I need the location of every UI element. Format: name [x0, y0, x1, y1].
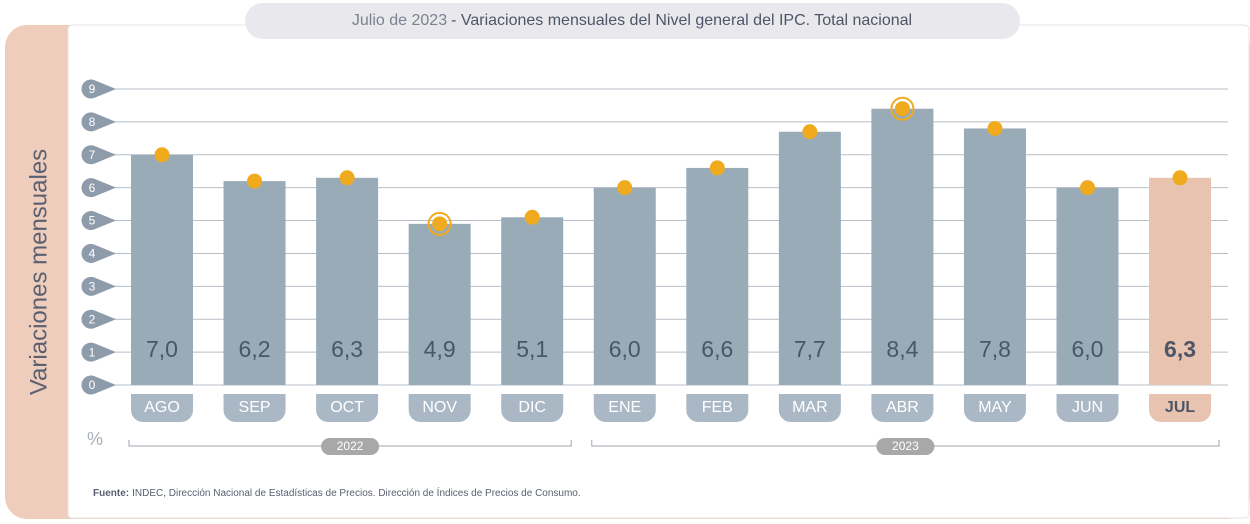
- category-pill: [316, 394, 379, 422]
- dot-ring: [427, 211, 452, 236]
- bar: [316, 177, 379, 385]
- bar: [223, 181, 286, 385]
- group-label: 2023: [892, 439, 919, 453]
- value-label: 6,6: [701, 336, 733, 362]
- y-tick-badge: [81, 211, 116, 231]
- y-tick-badge: [81, 112, 116, 132]
- dot: [154, 147, 170, 163]
- category-pill: [871, 394, 934, 422]
- bar: [778, 131, 841, 385]
- y-tick-badge: [81, 342, 116, 362]
- dot: [1172, 170, 1188, 186]
- dot: [802, 124, 818, 140]
- category-pill: [1056, 394, 1119, 422]
- y-tick-badge: [81, 243, 116, 263]
- dot: [894, 101, 910, 117]
- value-label: 6,3: [331, 336, 363, 362]
- bar: [131, 154, 193, 385]
- x-tick-label: ENE: [608, 399, 641, 416]
- chart-title: Julio de 2023- Variaciones mensuales del…: [352, 12, 912, 29]
- category-pill: [778, 394, 841, 422]
- x-tick-label: DIC: [518, 399, 546, 416]
- dot: [987, 120, 1003, 136]
- x-tick-label: ABR: [886, 399, 919, 416]
- dot: [524, 209, 540, 225]
- x-tick-label: MAR: [792, 399, 828, 416]
- x-tick-label: NOV: [422, 399, 457, 416]
- value-label: 6,3: [1164, 336, 1196, 362]
- dot: [339, 170, 355, 186]
- value-label: 6,2: [239, 336, 271, 362]
- source-label: Fuente:: [93, 488, 129, 499]
- x-tick-label: JUN: [1072, 399, 1103, 416]
- y-tick-badge: [81, 178, 116, 198]
- value-label: 5,1: [516, 336, 548, 362]
- value-label: 6,0: [609, 336, 641, 362]
- value-label: 8,4: [886, 336, 918, 362]
- bar: [686, 167, 749, 385]
- dot-ring: [890, 96, 915, 121]
- y-tick-badge: [81, 375, 116, 395]
- y-tick-label: 7: [89, 148, 96, 162]
- y-tick-label: 0: [89, 378, 96, 392]
- bar: [963, 128, 1026, 385]
- y-tick-badge: [81, 309, 116, 329]
- category-pill: [131, 394, 193, 422]
- y-tick-label: 2: [89, 312, 96, 326]
- y-tick-label: 3: [89, 280, 96, 294]
- bar: [501, 217, 564, 385]
- category-pill: [408, 394, 471, 422]
- x-tick-label: AGO: [144, 399, 180, 416]
- dot: [247, 173, 263, 189]
- y-tick-badge: [81, 145, 116, 165]
- value-label: 7,7: [794, 336, 826, 362]
- source-text: INDEC, Dirección Nacional de Estadística…: [132, 486, 581, 499]
- bar: [871, 108, 934, 385]
- dot: [1080, 180, 1095, 196]
- category-pill: [501, 394, 564, 422]
- y-tick-label: 9: [89, 82, 96, 96]
- title-date: Julio de 2023: [352, 12, 447, 29]
- title-text: - Variaciones mensuales del Nivel genera…: [451, 12, 912, 29]
- y-tick-badge: [81, 276, 116, 296]
- y-tick-label: 1: [89, 345, 96, 359]
- dot: [617, 180, 633, 196]
- unit-label: %: [87, 429, 103, 449]
- bar: [408, 223, 471, 385]
- value-label: 7,8: [979, 336, 1011, 362]
- category-pill: [963, 394, 1026, 422]
- category-pill: [1149, 394, 1212, 422]
- value-label: 6,0: [1072, 336, 1104, 362]
- x-tick-label: FEB: [702, 399, 733, 416]
- x-tick-label: OCT: [330, 399, 364, 416]
- value-label: 7,0: [146, 336, 178, 362]
- group-pill: [321, 438, 380, 455]
- y-tick-label: 6: [89, 181, 96, 195]
- group-label: 2022: [337, 439, 364, 453]
- bar: [593, 187, 656, 385]
- y-tick-label: 4: [89, 247, 96, 261]
- category-pill: [593, 394, 656, 422]
- x-tick-label: JUL: [1165, 399, 1195, 416]
- dot: [432, 216, 448, 232]
- x-tick-label: MAY: [978, 399, 1012, 416]
- y-tick-label: 8: [89, 115, 96, 129]
- bar: [1056, 187, 1119, 385]
- value-label: 4,9: [424, 336, 456, 362]
- group-pill: [876, 438, 935, 455]
- y-axis-label: Variaciones mensuales: [25, 149, 52, 395]
- dot: [709, 160, 725, 176]
- bar: [1149, 177, 1212, 385]
- category-pill: [223, 394, 286, 422]
- title-pill: [245, 3, 1020, 39]
- y-tick-badge: [81, 79, 116, 99]
- x-tick-label: SEP: [239, 399, 271, 416]
- y-tick-label: 5: [89, 214, 96, 228]
- category-pill: [686, 394, 749, 422]
- source: Fuente: INDEC, Dirección Nacional de Esta…: [93, 486, 581, 499]
